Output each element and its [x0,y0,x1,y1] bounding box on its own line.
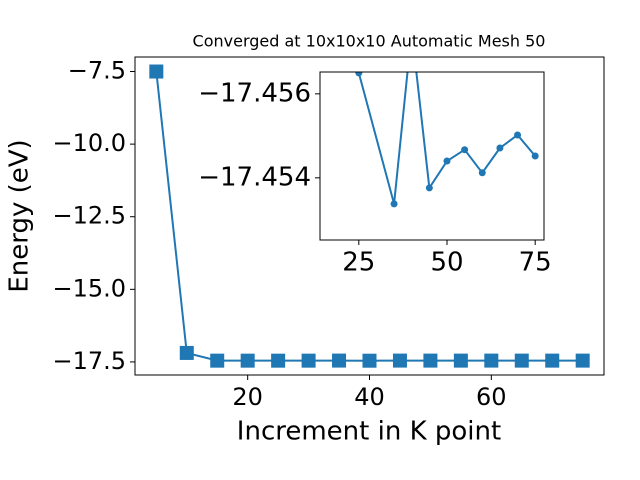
plot-area [149,64,590,368]
plot-area [355,72,539,208]
data-point [425,184,433,192]
y-tick-label: −15.0 [52,274,126,302]
data-point [149,64,164,79]
data-point [575,353,590,368]
data-point [179,345,194,360]
data-point [514,131,522,139]
x-tick-label: 75 [519,248,552,278]
y-tick-label: −7.5 [68,57,126,85]
y-tick-label: −17.5 [52,347,126,375]
data-point [496,144,504,152]
data-point [362,353,377,368]
series-line [357,72,536,205]
x-tick-label: 20 [232,383,263,411]
data-point [478,169,486,177]
data-point [355,72,363,77]
data-point [423,353,438,368]
y-tick-label: −17.454 [198,162,311,192]
chart-title: Converged at 10x10x10 Automatic Mesh 50 [193,32,546,51]
data-point [443,157,451,165]
data-point [484,353,499,368]
data-point [332,353,347,368]
inset-background [320,72,544,240]
data-point [461,146,469,154]
x-tick-label: 25 [342,248,375,278]
data-point [390,200,398,208]
data-point [514,353,529,368]
axes-frame [134,56,605,376]
data-point [301,353,316,368]
y-axis-label: Energy (eV) [5,139,35,292]
data-point [453,353,468,368]
data-point [531,152,539,160]
y-tick-label: −10.0 [52,129,126,157]
y-tick-label: −12.5 [52,202,126,230]
data-point [271,353,286,368]
x-axis-label: Increment in K point [237,417,501,447]
data-point [545,353,560,368]
x-tick-label: 50 [430,248,463,278]
axes-frame [319,71,545,241]
data-point [210,353,225,368]
data-point [240,353,255,368]
data-point [392,353,407,368]
x-tick-label: 40 [354,383,385,411]
y-tick-label: −17.456 [198,78,311,108]
x-tick-label: 60 [476,383,507,411]
